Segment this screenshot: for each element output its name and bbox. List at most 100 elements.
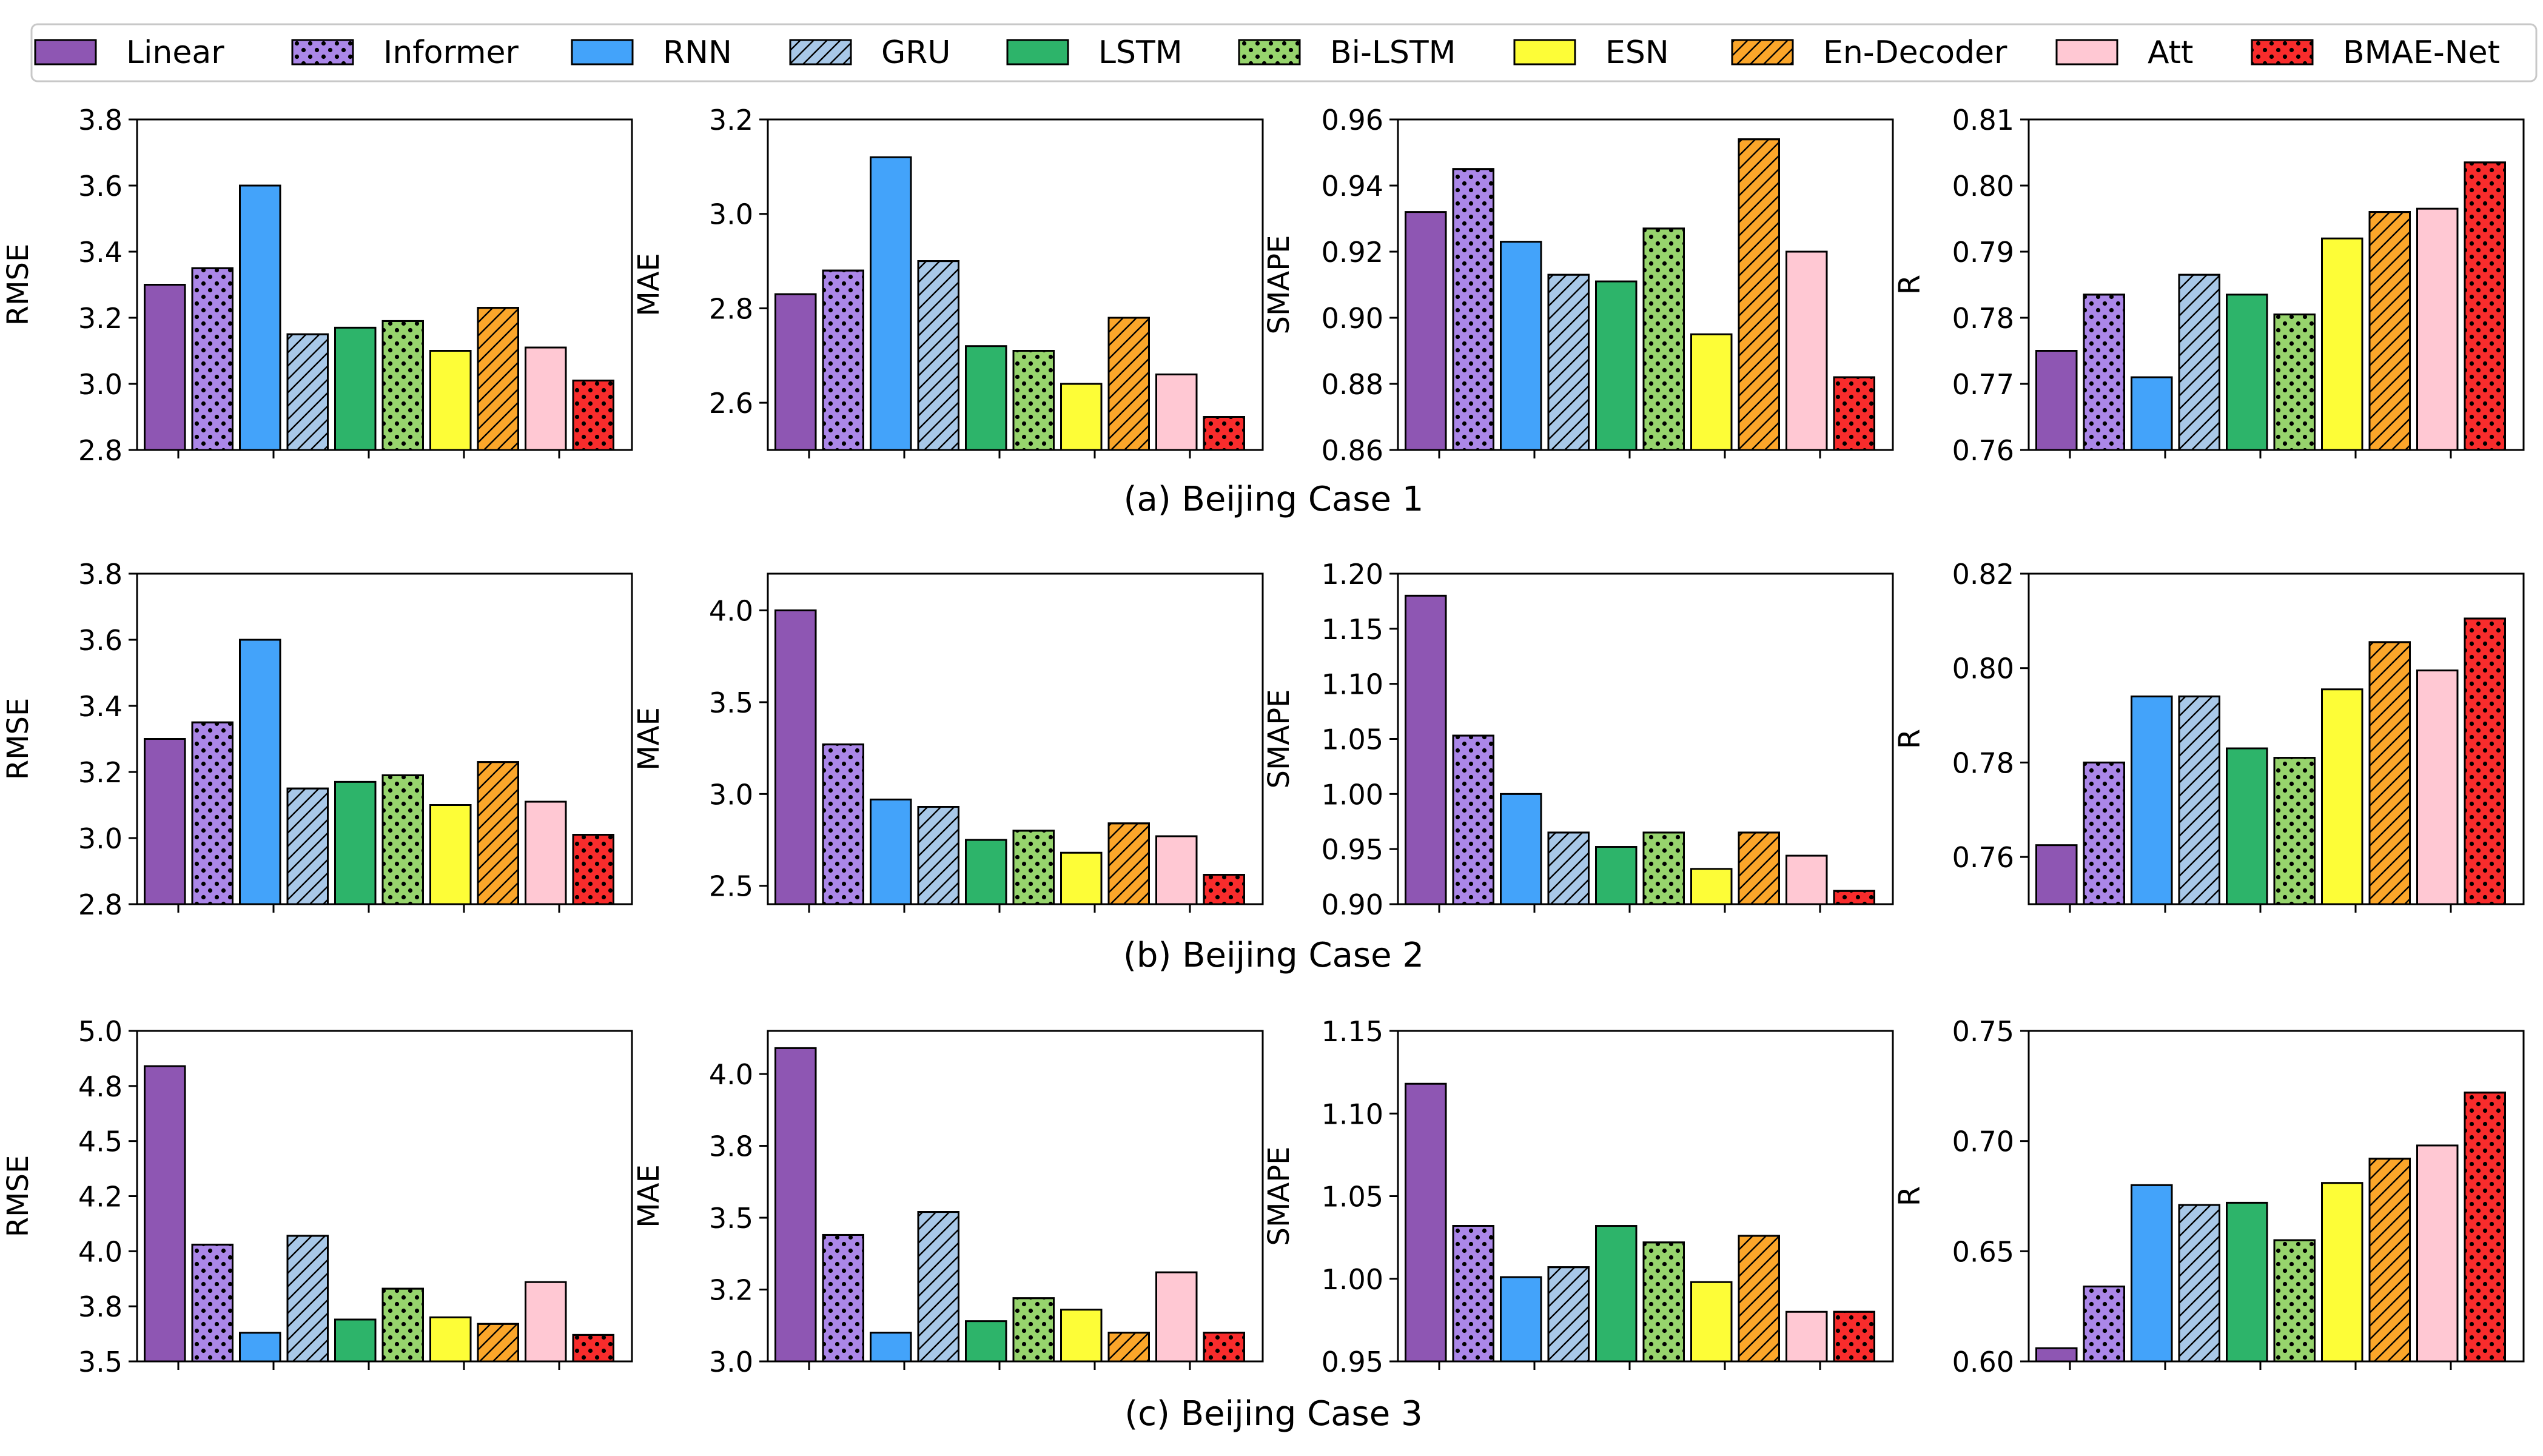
- plot-case3-r: 0.60 0.65 0.70 0.75 R: [1893, 1015, 2525, 1378]
- y-tick-label: 0.90: [1322, 302, 1383, 335]
- bar-hatch-bi-lstm: [1642, 1241, 1685, 1363]
- y-tick-label: 1.10: [1322, 1098, 1383, 1130]
- y-axis-label: RMSE: [1, 244, 35, 326]
- bar-hatch-informer: [822, 1233, 864, 1363]
- bar-hatch-bmae-net: [572, 834, 614, 905]
- legend-item-att: Att: [2055, 35, 2193, 71]
- y-tick-label: 1.15: [1322, 1015, 1383, 1048]
- bar-hatch-informer: [2083, 1285, 2125, 1363]
- bar-hatch-gru: [286, 333, 329, 451]
- axes-frame: [136, 572, 633, 905]
- y-tick-label: 1.05: [1322, 1181, 1383, 1213]
- y-tick-label: 0.76: [1952, 434, 2014, 467]
- bar-hatch-bmae-net: [2464, 161, 2506, 451]
- bar-lstm: [2226, 1201, 2268, 1363]
- bar-hatch-informer: [1452, 734, 1494, 905]
- bar-rnn: [1500, 1276, 1542, 1363]
- y-tick-label: 3.0: [709, 778, 753, 811]
- bar-att: [1155, 835, 1198, 905]
- y-axis-label: SMAPE: [1262, 235, 1296, 335]
- bar-hatch-gru: [2178, 695, 2220, 905]
- axes-frame: [767, 572, 1264, 905]
- y-tick-label: 0.78: [1952, 746, 2014, 779]
- legend-swatch-hatch: [291, 39, 354, 65]
- bar-hatch-bi-lstm: [2273, 1239, 2316, 1363]
- bar-hatch-bmae-net: [2464, 1092, 2506, 1363]
- bar-hatch-bi-lstm: [2273, 757, 2316, 905]
- bar-hatch-bmae-net: [1833, 376, 1875, 451]
- y-tick-label: 0.95: [1322, 1346, 1383, 1378]
- bar-att: [1155, 1271, 1198, 1363]
- y-tick-label: 0.80: [1952, 653, 2014, 685]
- legend-item-bmae-net: BMAE-Net: [2251, 35, 2500, 71]
- bar-esn: [1060, 383, 1103, 451]
- y-tick-label: 0.88: [1322, 368, 1383, 401]
- y-tick-label: 0.86: [1322, 434, 1383, 467]
- y-tick-label: 4.5: [78, 1126, 123, 1158]
- bar-hatch-bi-lstm: [1012, 350, 1055, 451]
- bar-rnn: [870, 156, 912, 451]
- bar-lstm: [1595, 1225, 1638, 1363]
- bar-hatch-gru: [1547, 831, 1590, 905]
- bar-lstm: [334, 326, 377, 451]
- bar-rnn: [870, 798, 912, 905]
- bar-att: [1785, 1310, 1828, 1363]
- y-tick-label: 1.05: [1322, 723, 1383, 756]
- y-tick-label: 1.10: [1322, 668, 1383, 701]
- bar-lstm: [1595, 280, 1638, 451]
- y-tick-label: 2.5: [709, 870, 753, 903]
- y-tick-label: 1.20: [1322, 558, 1383, 591]
- bar-hatch-en-decoder: [1107, 822, 1150, 905]
- y-tick-label: 3.2: [78, 756, 123, 789]
- bar-hatch-en-decoder: [2368, 1158, 2411, 1363]
- axes-frame: [2027, 572, 2525, 905]
- bar-att: [2416, 669, 2459, 905]
- bar-hatch-gru: [917, 806, 959, 905]
- legend-item-gru: GRU: [789, 35, 951, 71]
- y-tick-label: 0.94: [1322, 170, 1383, 203]
- bar-esn: [1690, 1281, 1733, 1363]
- legend-swatch: [34, 39, 97, 65]
- legend-item-linear: Linear: [34, 35, 224, 71]
- bar-hatch-en-decoder: [2368, 641, 2411, 905]
- legend-swatch: [571, 39, 634, 65]
- bar-rnn: [1500, 241, 1542, 451]
- y-tick-label: 3.4: [78, 236, 123, 269]
- bar-att: [1785, 250, 1828, 451]
- axes-frame: [136, 118, 633, 451]
- y-tick-label: 3.8: [709, 1130, 753, 1163]
- bar-esn: [2321, 237, 2363, 451]
- legend-item-rnn: RNN: [571, 35, 732, 71]
- bar-hatch-bi-lstm: [1642, 831, 1685, 905]
- bar-hatch-bmae-net: [572, 1334, 614, 1363]
- y-tick-label: 3.8: [78, 1290, 123, 1323]
- bar-hatch-bi-lstm: [1012, 1297, 1055, 1363]
- y-axis-label: SMAPE: [1262, 1147, 1296, 1246]
- y-axis-label: RMSE: [1, 698, 35, 780]
- axes-frame: [767, 118, 1264, 451]
- bar-esn: [1060, 851, 1103, 905]
- bar-hatch-gru: [2178, 273, 2220, 451]
- bar-esn: [1690, 333, 1733, 451]
- bar-linear: [144, 284, 186, 451]
- bar-lstm: [334, 1318, 377, 1363]
- legend-label: BMAE-Net: [2343, 35, 2500, 71]
- y-axis-label: MAE: [632, 707, 666, 771]
- bar-linear: [1405, 211, 1447, 451]
- caption-case-2: (b) Beijing Case 2: [1123, 936, 1424, 975]
- bar-hatch-gru: [286, 1235, 329, 1363]
- legend: Linear Informer RNN GRU LSTM Bi-LSTM ESN En-Dec…: [30, 23, 2538, 82]
- bar-hatch-bi-lstm: [381, 1287, 424, 1363]
- legend-label: Att: [2148, 35, 2193, 71]
- y-tick-label: 4.2: [78, 1181, 123, 1213]
- y-tick-label: 0.90: [1322, 888, 1383, 921]
- bar-linear: [774, 293, 817, 451]
- y-tick-label: 0.60: [1952, 1346, 2014, 1378]
- y-tick-label: 3.2: [709, 1274, 753, 1307]
- bar-hatch-en-decoder: [2368, 211, 2411, 451]
- legend-label: Informer: [383, 35, 519, 71]
- y-tick-label: 0.75: [1952, 1015, 2014, 1048]
- bar-esn: [429, 804, 472, 905]
- plot-case1-mae: 2.6 2.8 3.0 3.2 MAE: [632, 104, 1264, 458]
